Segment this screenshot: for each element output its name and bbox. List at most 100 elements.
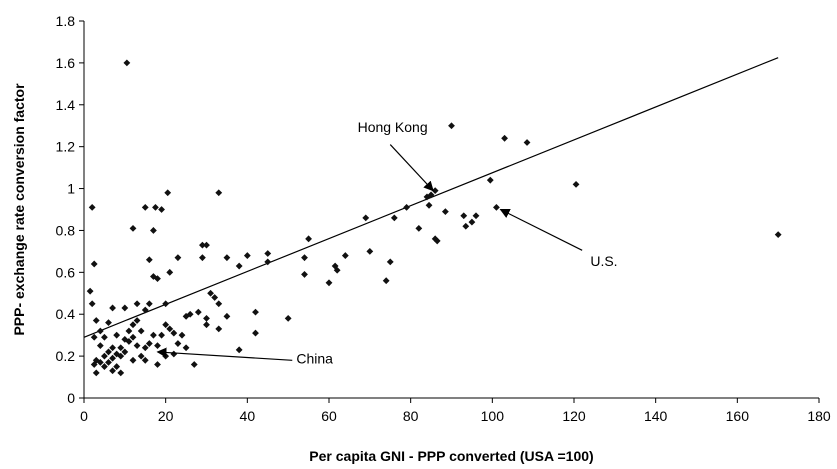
data-point (162, 300, 170, 308)
data-point (774, 231, 782, 239)
data-point (150, 227, 157, 234)
data-point (572, 180, 580, 188)
data-point (170, 329, 178, 337)
data-point (145, 256, 153, 264)
data-point (88, 204, 96, 211)
data-point (121, 348, 129, 356)
data-point (427, 191, 435, 199)
data-point (150, 273, 157, 280)
data-point (137, 352, 145, 360)
x-axis-title: Per capita GNI - PPP converted (USA =100… (309, 448, 593, 464)
x-tick-label: 180 (807, 408, 831, 424)
data-point (423, 193, 431, 201)
data-point (174, 254, 182, 262)
data-point (166, 268, 174, 276)
data-point (433, 237, 441, 245)
y-tick-label: 1.8 (56, 13, 76, 29)
data-point (158, 206, 165, 213)
x-tick-label: 0 (80, 408, 88, 424)
data-point (425, 201, 433, 209)
data-point (203, 321, 210, 329)
data-point (441, 208, 449, 215)
data-point (158, 331, 165, 339)
data-point (235, 262, 243, 270)
data-point (164, 189, 172, 197)
data-point (182, 344, 190, 352)
data-point (133, 342, 141, 350)
china-arrow (156, 347, 293, 361)
data-point (154, 361, 161, 368)
data-point (141, 344, 149, 352)
y-tick-label: 0 (67, 390, 75, 406)
data-point (301, 271, 308, 278)
data-point (448, 122, 455, 130)
data-point (386, 258, 394, 266)
data-point (333, 266, 341, 274)
data-point (215, 325, 223, 333)
data-point (199, 241, 206, 249)
data-point (105, 358, 112, 366)
data-point (152, 204, 159, 211)
data-point (154, 342, 161, 350)
x-tick-label: 100 (481, 408, 505, 424)
axes (83, 21, 819, 399)
data-point (145, 300, 153, 308)
data-point (215, 300, 223, 308)
data-point (145, 340, 153, 347)
data-point (92, 369, 100, 377)
data-point (190, 361, 198, 368)
data-point (96, 327, 104, 335)
data-point (252, 329, 259, 337)
data-point (523, 139, 531, 146)
data-point (150, 331, 157, 339)
data-point (305, 235, 312, 243)
data-point (129, 224, 137, 232)
data-point (121, 335, 129, 343)
data-point (117, 344, 125, 352)
data-point (105, 348, 112, 356)
hong-kong-arrow (389, 144, 434, 192)
data-point (166, 325, 174, 333)
data-point (390, 214, 398, 222)
x-tick-label: 80 (403, 408, 419, 424)
data-point (162, 321, 170, 329)
data-point (264, 258, 272, 266)
data-point (101, 333, 108, 341)
data-points (86, 59, 782, 377)
x-tick-label: 120 (562, 408, 586, 424)
data-point (113, 331, 121, 339)
y-tick-label: 0.6 (56, 264, 76, 280)
data-point (125, 338, 133, 345)
data-point (472, 212, 480, 220)
data-point (235, 346, 243, 354)
y-tick-label: 1.2 (56, 139, 76, 155)
y-tick-label: 0.4 (56, 306, 76, 322)
data-point (109, 354, 116, 362)
data-point (101, 363, 108, 370)
data-point (199, 254, 206, 262)
data-point (117, 369, 125, 377)
data-point (109, 304, 116, 312)
data-point (113, 363, 121, 370)
data-point (90, 333, 98, 341)
data-point (170, 350, 178, 358)
data-point (92, 317, 100, 324)
data-point (90, 260, 98, 268)
u-s--label: U.S. (590, 253, 617, 269)
data-point (121, 304, 129, 312)
data-point (109, 367, 116, 375)
data-point (486, 176, 494, 184)
data-point (211, 294, 219, 301)
data-point (325, 279, 333, 287)
annotations: Hong Kong U.S. China (156, 119, 618, 366)
data-point (186, 310, 194, 318)
china-label: China (296, 350, 333, 366)
x-tick-label: 40 (240, 408, 256, 424)
data-point (109, 344, 116, 352)
data-point (133, 300, 141, 308)
data-point (113, 350, 121, 358)
data-point (382, 277, 390, 285)
data-point (141, 204, 149, 211)
u-s--arrow (499, 208, 583, 251)
